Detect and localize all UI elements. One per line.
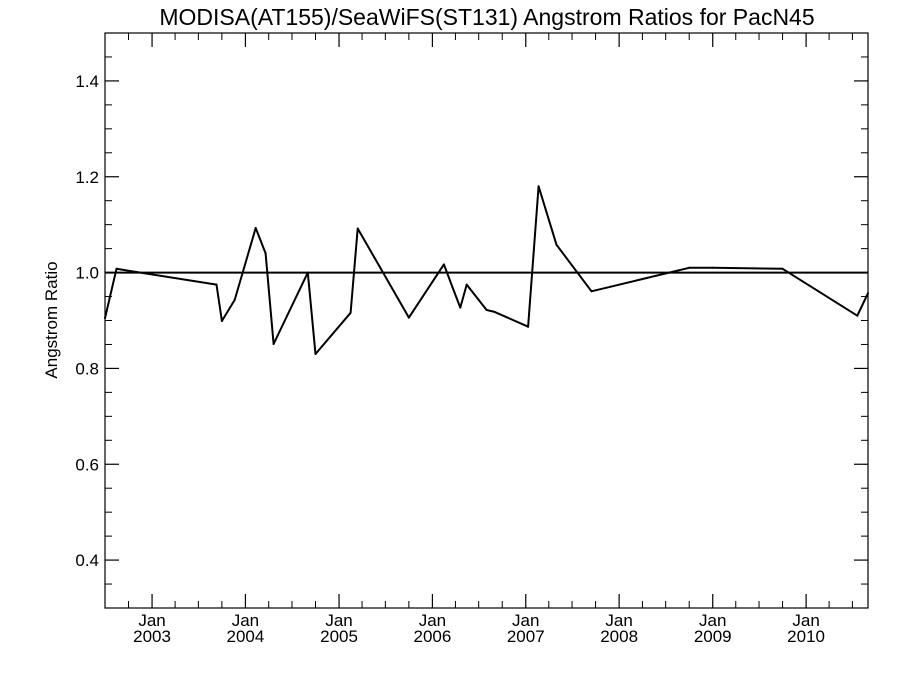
- data-point: [407, 316, 410, 319]
- y-tick-label: 0.6: [75, 455, 99, 474]
- x-tick-label-year: 2008: [600, 627, 638, 646]
- x-tick-label-month: Jan: [699, 611, 726, 630]
- series-line: [104, 185, 869, 355]
- data-point: [711, 266, 714, 269]
- x-tick-label-year: 2003: [133, 627, 171, 646]
- data-point: [356, 227, 359, 230]
- x-tick-label-year: 2009: [694, 627, 732, 646]
- chart-title: MODISA(AT155)/SeaWiFS(ST131) Angstrom Ra…: [159, 4, 814, 30]
- data-point: [451, 285, 454, 288]
- data-point: [272, 342, 275, 345]
- data-point: [442, 263, 445, 266]
- data-point: [688, 266, 691, 269]
- data-point: [220, 319, 223, 322]
- x-tick-label-year: 2006: [413, 627, 451, 646]
- data-points: [104, 185, 869, 356]
- plot-frame: [104, 32, 869, 609]
- x-axis-ticks: Jan2003Jan2004Jan2005Jan2006Jan2007Jan20…: [128, 33, 853, 646]
- data-point: [254, 227, 257, 230]
- y-tick-label: 0.8: [75, 359, 99, 378]
- x-tick-label-month: Jan: [232, 611, 259, 630]
- y-tick-label: 1.2: [75, 168, 99, 187]
- x-tick-label-month: Jan: [419, 611, 446, 630]
- data-point: [555, 243, 558, 246]
- data-point: [215, 283, 218, 286]
- data-point: [867, 292, 869, 295]
- data-point: [493, 310, 496, 313]
- y-tick-label: 0.4: [75, 551, 99, 570]
- data-point: [465, 283, 468, 286]
- data-point: [314, 353, 317, 356]
- data-point: [527, 325, 530, 328]
- data-point: [781, 267, 784, 270]
- x-tick-label-month: Jan: [792, 611, 819, 630]
- data-point: [233, 298, 236, 301]
- x-tick-label-month: Jan: [138, 611, 165, 630]
- y-axis-ticks: 0.4 0.6 0.8 1.0 1.2 1.4: [75, 56, 868, 585]
- x-tick-label-month: Jan: [325, 611, 352, 630]
- data-point: [856, 314, 859, 317]
- y-tick-label: 1.0: [75, 264, 99, 283]
- x-tick-label-year: 2007: [507, 627, 545, 646]
- data-point: [485, 308, 488, 311]
- x-tick-label-month: Jan: [605, 611, 632, 630]
- y-axis-label: Angstrom Ratio: [42, 261, 61, 378]
- data-point: [459, 306, 462, 309]
- x-tick-label-year: 2005: [320, 627, 358, 646]
- data-point: [115, 267, 118, 270]
- x-tick-label-year: 2010: [787, 627, 825, 646]
- data-point: [537, 185, 540, 188]
- x-tick-label-month: Jan: [512, 611, 539, 630]
- data-point: [264, 252, 267, 255]
- data-point: [349, 311, 352, 314]
- data-point: [590, 290, 593, 293]
- data-point: [306, 271, 309, 274]
- x-tick-label-year: 2004: [227, 627, 265, 646]
- y-tick-label: 1.4: [75, 72, 99, 91]
- data-point: [104, 317, 106, 320]
